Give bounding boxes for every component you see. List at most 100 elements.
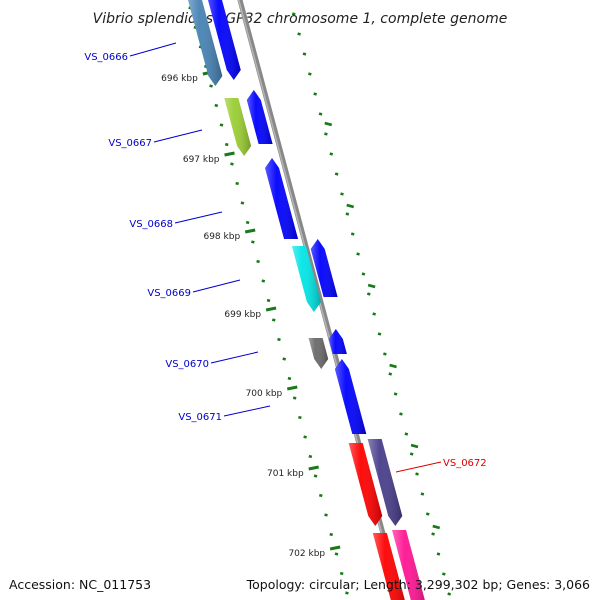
- minor-tick-left: [251, 240, 255, 244]
- minor-tick-left: [271, 318, 276, 322]
- major-tick: [265, 306, 277, 312]
- major-tick: [286, 385, 298, 391]
- major-tick: [329, 545, 341, 551]
- minor-tick-right: [404, 432, 409, 436]
- minor-tick-right: [350, 232, 355, 236]
- minor-tick-right: [383, 352, 387, 356]
- major-tick-right: [367, 283, 376, 289]
- gene-VS_0670-cds-shading: [328, 329, 347, 354]
- kbp-tick-label: 702 kbp: [288, 549, 325, 559]
- gene-VS_0669-cds-shading: [310, 239, 338, 297]
- minor-tick-right: [420, 492, 425, 496]
- minor-tick-right: [324, 132, 328, 136]
- minor-tick-left: [308, 454, 313, 459]
- feature-blocks: [188, 0, 425, 600]
- kbp-tick-label: 701 kbp: [267, 469, 304, 479]
- gene-VS_0672-cds-shading: [367, 439, 403, 526]
- major-tick: [308, 465, 319, 471]
- gene-label-VS_0668: VS_0668: [129, 219, 173, 230]
- minor-tick-left: [318, 493, 323, 498]
- gene-label-VS_0670: VS_0670: [165, 359, 209, 370]
- minor-tick-left: [282, 357, 287, 361]
- map-title: Vibrio splendidus LGP32 chromosome 1, co…: [93, 11, 508, 27]
- minor-tick-right: [409, 452, 414, 456]
- minor-tick-right: [372, 312, 376, 316]
- minor-tick-left: [214, 103, 219, 108]
- gene-VS_0667-cog-block-shading: [224, 98, 252, 156]
- next-gene-cds-shading: [392, 530, 425, 600]
- minor-tick-right: [441, 572, 446, 576]
- minor-tick-left: [266, 298, 271, 303]
- gene-VS_0672-cog-block-shading: [348, 443, 383, 526]
- major-tick: [244, 228, 256, 234]
- minor-tick-right: [356, 252, 360, 256]
- minor-tick-right: [436, 552, 441, 556]
- minor-tick-left: [334, 552, 339, 556]
- genome-summary-text: Topology: circular; Length: 3,299,302 bp…: [246, 577, 590, 592]
- accession-text: Accession: NC_011753: [9, 577, 152, 592]
- minor-tick-left: [230, 162, 234, 166]
- minor-tick-right: [291, 12, 296, 16]
- minor-tick-right: [307, 72, 312, 76]
- minor-tick-left: [298, 415, 302, 420]
- gene-leader-line: [129, 42, 177, 57]
- gene-leader-line: [223, 405, 271, 417]
- gene-leader-line: [395, 461, 442, 473]
- minor-tick-left: [224, 142, 229, 147]
- gene-leader-line: [192, 279, 241, 293]
- minor-tick-left: [287, 376, 292, 381]
- minor-tick-right: [425, 512, 430, 516]
- gene-VS_0666-cds-shading: [208, 0, 241, 80]
- gene-label-VS_0666: VS_0666: [84, 52, 128, 63]
- gene-label-VS_0667: VS_0667: [108, 138, 152, 149]
- minor-tick-left: [240, 201, 245, 205]
- major-tick-right: [346, 203, 355, 209]
- kbp-tick-label: 700 kbp: [246, 389, 283, 399]
- kbp-tick-label: 696 kbp: [161, 74, 198, 84]
- minor-tick-right: [340, 192, 344, 196]
- minor-tick-left: [256, 259, 260, 264]
- kbp-tick-label: 697 kbp: [183, 155, 220, 165]
- minor-tick-left: [329, 532, 334, 537]
- minor-tick-right: [297, 32, 301, 36]
- gene-label-VS_0671: VS_0671: [178, 412, 222, 423]
- minor-tick-right: [447, 592, 452, 596]
- minor-tick-left: [313, 474, 318, 478]
- gene-VS_0668-cds-shading: [265, 158, 299, 239]
- minor-tick-right: [318, 112, 323, 116]
- major-tick: [224, 151, 235, 157]
- minor-tick-right: [329, 152, 334, 156]
- minor-tick-right: [431, 532, 435, 536]
- minor-tick-left: [277, 337, 281, 342]
- tick-marks: 696 kbp 697 kbp 698 kbp 699 kbp 700 kbp 701 k…: [161, 6, 452, 596]
- major-tick-right: [324, 121, 333, 127]
- minor-tick-left: [209, 84, 213, 88]
- minor-tick-left: [345, 591, 349, 595]
- major-tick-right: [389, 363, 397, 369]
- major-tick-right: [410, 443, 419, 449]
- minor-tick-right: [361, 272, 366, 276]
- gene-leader-line: [174, 211, 223, 224]
- gene-label-VS_0669: VS_0669: [147, 288, 191, 299]
- gene-VS_0669-cog-block-shading: [291, 246, 321, 312]
- minor-tick-right: [313, 92, 318, 96]
- minor-tick-left: [219, 123, 224, 127]
- minor-tick-left: [292, 396, 297, 400]
- minor-tick-right: [388, 372, 393, 376]
- minor-tick-left: [261, 279, 266, 283]
- gene-VS_0667-cds-shading: [246, 90, 273, 144]
- minor-tick-left: [235, 181, 240, 186]
- minor-tick-right: [399, 412, 403, 416]
- major-tick-right: [432, 524, 441, 530]
- minor-tick-right: [393, 392, 398, 396]
- minor-tick-left: [303, 435, 307, 439]
- gene-VS_0670-cog-block-shading: [308, 338, 329, 369]
- gene-VS_0671-cds-shading: [334, 359, 367, 434]
- minor-tick-left: [245, 220, 250, 225]
- gene-VS_0666-cog-block-shading: [188, 0, 223, 86]
- gene-leader-line: [210, 351, 259, 364]
- kbp-tick-label: 699 kbp: [224, 310, 261, 320]
- gene-label-VS_0672: VS_0672: [443, 458, 487, 469]
- minor-tick-right: [302, 52, 307, 56]
